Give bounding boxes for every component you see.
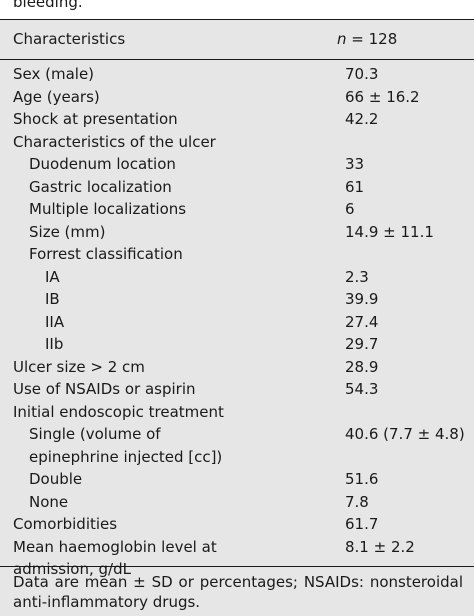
data-table [0,19,474,616]
row-value: 2.3 [345,267,369,286]
header-n-label: n [337,30,347,48]
table-row: Comorbidities 61.7 [0,513,474,536]
row-value: 8.1 ± 2.2 [345,537,415,556]
table-bottom-rule [0,566,474,567]
table-row: IIA 27.4 [0,311,474,334]
row-value: 28.9 [345,357,379,376]
row-label: Sex (male) [13,65,95,83]
table-header-row: Characteristics n = 128 [0,19,474,59]
table-top-rule [0,19,474,20]
row-value: 51.6 [345,470,379,488]
row-label: admission, g/dL [13,560,131,578]
table-row: Size (mm) 14.9 ± 11.1 [0,221,474,244]
row-label: None [29,492,69,511]
row-label: Ulcer size > 2 cm [13,357,145,376]
row-value: 7.8 [345,492,369,511]
row-label: Multiple localizations [29,200,187,218]
row-value: 29.7 [345,335,379,353]
row-label: IIA [45,312,65,331]
table-row: Duodenum location 33 [0,153,474,176]
row-label: Mean haemoglobin level at [13,537,217,556]
row-label: IIb [45,335,64,353]
row-value: 70.3 [345,65,379,83]
row-label: IA [45,267,60,286]
row-value: 61 [345,177,365,196]
table-header-rule [0,59,474,60]
header-characteristics: Characteristics [13,30,126,48]
row-value: 14.9 ± 11.1 [345,222,434,241]
row-label: Age (years) [13,87,100,106]
row-label: Forrest classification [29,245,183,263]
row-value: 42.2 [345,110,379,128]
table-row: Forrest classification [0,243,474,266]
row-value: 61.7 [345,515,379,533]
row-value: 40.6 (7.7 ± 4.8) [345,425,465,443]
row-label: Duodenum location [29,155,176,173]
table-row: Age (years) 66 ± 16.2 [0,86,474,109]
table-row: epinephrine injected [cc]) [0,446,474,469]
row-value: 33 [345,155,365,173]
row-label: Comorbidities [13,515,118,533]
table-row: Single (volume of 40.6 (7.7 ± 4.8) [0,423,474,446]
table-row: Ulcer size > 2 cm 28.9 [0,356,474,379]
row-label: Double [29,470,83,488]
row-label: Use of NSAIDs or aspirin [13,380,196,398]
row-label: IB [45,290,60,308]
row-value: 54.3 [345,380,379,398]
table-row: IA 2.3 [0,266,474,289]
table-row: None 7.8 [0,491,474,514]
row-label: Single (volume of [29,425,161,443]
row-label: Gastric localization [29,177,172,196]
row-label: epinephrine injected [cc]) [29,447,223,466]
row-label: Shock at presentation [13,110,178,128]
row-value: 39.9 [345,290,379,308]
table-row: Multiple localizations 6 [0,198,474,221]
table-body: Sex (male) 70.3 Age (years) 66 ± 16.2 Shock … [0,63,474,581]
table-row: Use of NSAIDs or aspirin 54.3 [0,378,474,401]
row-value: 66 ± 16.2 [345,87,420,106]
table-caption: bleeding. [13,0,83,11]
table-row: admission, g/dL [0,558,474,581]
table-row: IIb 29.7 [0,333,474,356]
table-row: Shock at presentation 42.2 [0,108,474,131]
row-label: Size (mm) [29,222,106,241]
row-value: 6 [345,200,355,218]
row-label: Characteristics of the ulcer [13,132,216,151]
row-label: Initial endoscopic treatment [13,402,224,421]
row-value: 27.4 [345,312,379,331]
table-footnote: Data are mean ± SD or percentages; NSAID… [13,573,463,611]
table-row: Sex (male) 70.3 [0,63,474,86]
table-row: Characteristics of the ulcer [0,131,474,154]
table-row: Double 51.6 [0,468,474,491]
table-row: Initial endoscopic treatment [0,401,474,424]
table-row: Mean haemoglobin level at 8.1 ± 2.2 [0,536,474,559]
header-n: n = 128 [337,30,397,48]
table-row: Gastric localization 61 [0,176,474,199]
header-n-value: = 128 [346,30,398,48]
table-row: IB 39.9 [0,288,474,311]
